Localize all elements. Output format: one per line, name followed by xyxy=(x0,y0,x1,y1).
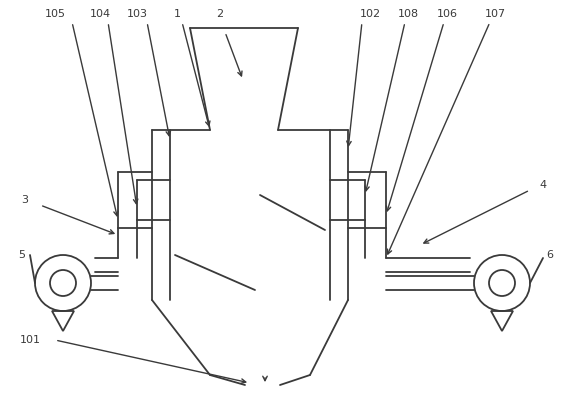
Text: 102: 102 xyxy=(359,9,380,19)
Text: 106: 106 xyxy=(437,9,458,19)
Text: 3: 3 xyxy=(22,195,28,205)
Text: 2: 2 xyxy=(217,9,223,19)
Text: 1: 1 xyxy=(174,9,180,19)
Text: 105: 105 xyxy=(44,9,66,19)
Text: 104: 104 xyxy=(90,9,111,19)
Text: 103: 103 xyxy=(126,9,147,19)
Text: 107: 107 xyxy=(484,9,506,19)
Text: 5: 5 xyxy=(19,250,26,260)
Text: 4: 4 xyxy=(539,180,547,190)
Text: 101: 101 xyxy=(19,335,40,345)
Text: 6: 6 xyxy=(547,250,553,260)
Text: 108: 108 xyxy=(397,9,418,19)
